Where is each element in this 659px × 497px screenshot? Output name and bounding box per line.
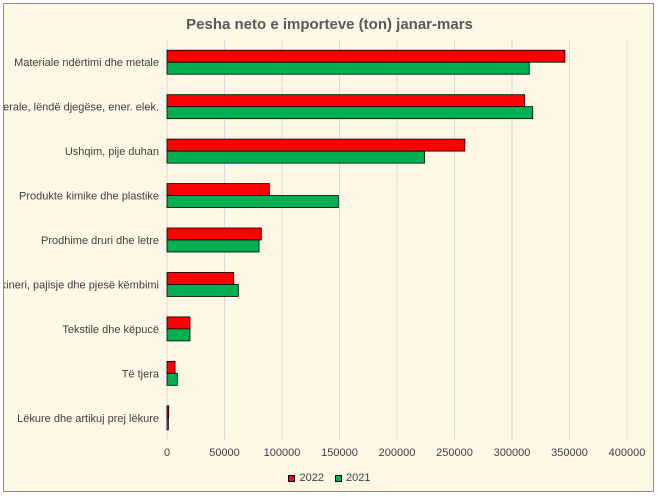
x-tick-label: 250000 (436, 447, 473, 459)
category-label: Materiale ndërtimi dhe metale (14, 57, 159, 69)
bar-chart: 0 50000 100000 150000 200000 250000 300000 3500… (4, 40, 646, 459)
x-tick-label: 400000 (609, 447, 646, 459)
x-tick-label: 0 (164, 447, 170, 459)
x-tick-label: 350000 (551, 447, 588, 459)
bar-2022 (166, 272, 235, 285)
category-label: Të tjera (122, 368, 160, 380)
bar-2022 (166, 227, 262, 241)
bar-2021 (166, 239, 260, 253)
category-label: Ushqim, pije duhan (65, 146, 159, 158)
x-tick-label: 200000 (379, 447, 416, 459)
legend-item-2022: 2022 (288, 472, 324, 484)
x-tick-label: 150000 (321, 447, 358, 459)
bar-2022 (166, 49, 566, 63)
bar-2021 (166, 328, 191, 342)
bar-2022 (166, 360, 176, 374)
category-label: Makineri, pajisje dhe pjesë këmbimi (4, 279, 159, 291)
legend: 2022 2021 (4, 472, 655, 485)
bar-2022 (166, 316, 191, 330)
category-label: Lëkure dhe artikuj prej lëkure (17, 413, 159, 425)
legend-swatch-2021 (335, 474, 343, 482)
bar-2021 (166, 150, 426, 164)
bar-2022 (166, 94, 526, 108)
bar-2021 (166, 61, 530, 75)
bar-2022 (166, 405, 170, 419)
bar-2022 (166, 138, 466, 152)
category-label: Produkte kimike dhe plastike (19, 191, 159, 203)
legend-label-2021: 2021 (346, 472, 371, 484)
chart-title: Pesha neto e importeve (ton) janar-mars (186, 16, 473, 33)
bar-2021 (166, 417, 169, 431)
bar-2022 (166, 183, 270, 196)
chart-frame: Pesha neto e importeve (ton) janar-mars … (3, 3, 654, 492)
x-tick-label: 50000 (209, 447, 240, 459)
x-tick-label: 300000 (494, 447, 531, 459)
category-label: Prodhime druri dhe letre (41, 235, 159, 247)
legend-swatch-2022 (288, 474, 296, 482)
bar-2021 (166, 284, 239, 297)
bar-2021 (166, 372, 178, 386)
x-tick-label: 100000 (264, 447, 301, 459)
legend-label-2022: 2022 (299, 472, 324, 484)
bar-2021 (166, 106, 534, 120)
bar-2021 (166, 195, 339, 208)
category-label: Tekstile dhe këpucë (62, 324, 159, 336)
category-label: Minerale, lëndë djegëse, ener. elek. (4, 102, 159, 114)
legend-item-2021: 2021 (335, 472, 371, 484)
